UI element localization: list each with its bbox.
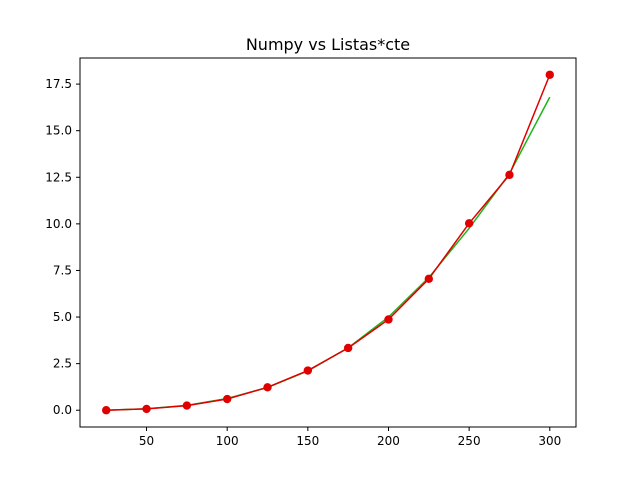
plot-layer — [102, 70, 554, 415]
y-tick-label: 15.0 — [45, 124, 72, 138]
x-tick-label: 150 — [296, 434, 319, 448]
series-1-point — [263, 383, 272, 392]
chart-title: Numpy vs Listas*cte — [246, 35, 410, 54]
series-1-point — [343, 343, 353, 353]
series-1-point — [182, 401, 192, 410]
y-tick-label: 5.0 — [53, 310, 72, 324]
series-1-point — [424, 274, 434, 284]
x-tick-label: 250 — [458, 434, 481, 448]
series-1-point — [505, 170, 514, 180]
series-1-point — [222, 394, 232, 404]
x-tick-label: 200 — [377, 434, 400, 448]
x-tick-label: 50 — [139, 434, 154, 448]
series-1-point — [464, 219, 474, 228]
x-tick-label: 300 — [538, 434, 561, 448]
series-1-point — [384, 315, 393, 324]
y-tick-label: 7.5 — [53, 263, 72, 277]
y-tick-label: 12.5 — [45, 170, 72, 184]
y-tick-label: 2.5 — [53, 357, 72, 371]
series-1-point — [545, 70, 554, 79]
series-1-point — [303, 366, 313, 375]
series-1-line — [106, 74, 551, 411]
y-tick-label: 0.0 — [53, 403, 72, 417]
ticks-layer: 50 100 150 200 250 300 0.0 2.5 5.0 7.5 10.0 12.5 15.… — [45, 77, 561, 448]
series-1-point — [142, 404, 151, 414]
axes-frame — [79, 57, 577, 428]
series-1-point — [102, 406, 111, 415]
y-tick-label: 17.5 — [45, 77, 72, 91]
x-tick-label: 100 — [216, 434, 239, 448]
y-tick-label: 10.0 — [45, 217, 72, 231]
